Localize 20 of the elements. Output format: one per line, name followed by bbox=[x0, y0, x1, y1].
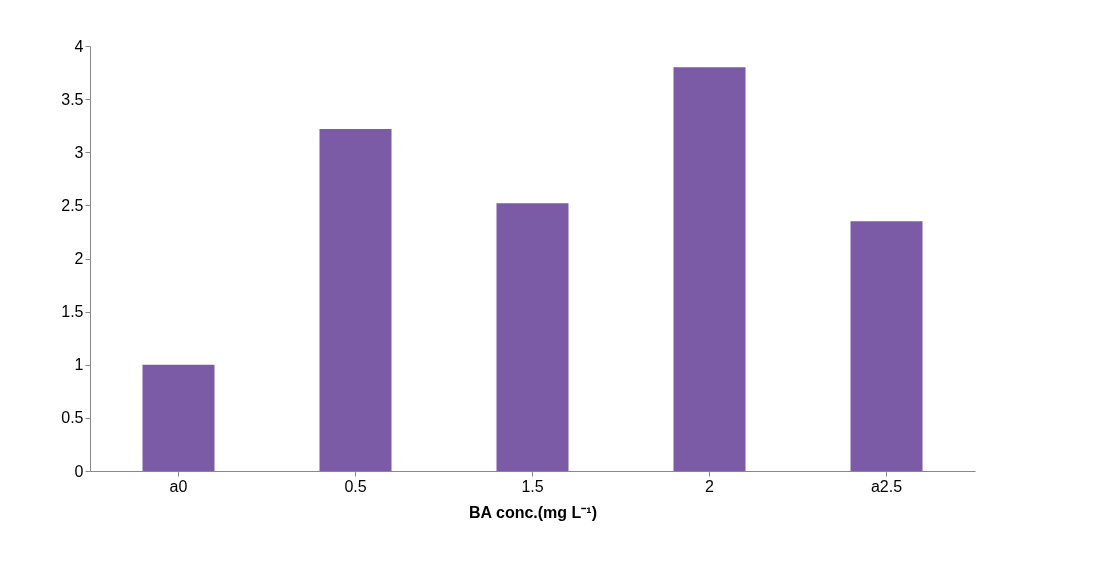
y-tick-label: 0.5 bbox=[61, 409, 84, 427]
y-tick-label: 3 bbox=[74, 143, 84, 161]
x-tick-label: a2.5 bbox=[870, 477, 903, 495]
bar bbox=[496, 203, 569, 471]
y-tick-label: 1.5 bbox=[61, 303, 84, 321]
bar bbox=[142, 364, 215, 471]
y-tick-label: 1 bbox=[74, 356, 84, 374]
bar bbox=[319, 128, 392, 471]
x-tick-label: 0.5 bbox=[344, 477, 367, 495]
x-tick-label: 2 bbox=[705, 477, 715, 495]
y-tick-label: 2 bbox=[74, 250, 84, 267]
y-tick-label: 0 bbox=[74, 462, 84, 480]
x-tick-label: 1.5 bbox=[521, 477, 544, 495]
x-tick-label: a0 bbox=[169, 477, 188, 495]
y-tick-label: 3.5 bbox=[61, 90, 84, 108]
y-tick-label: 2.5 bbox=[61, 196, 84, 214]
x-axis-title: BA conc.(mg L⁻¹) bbox=[469, 503, 597, 521]
bar bbox=[850, 221, 923, 471]
y-tick-label: 4 bbox=[74, 37, 84, 55]
bar bbox=[673, 67, 746, 471]
